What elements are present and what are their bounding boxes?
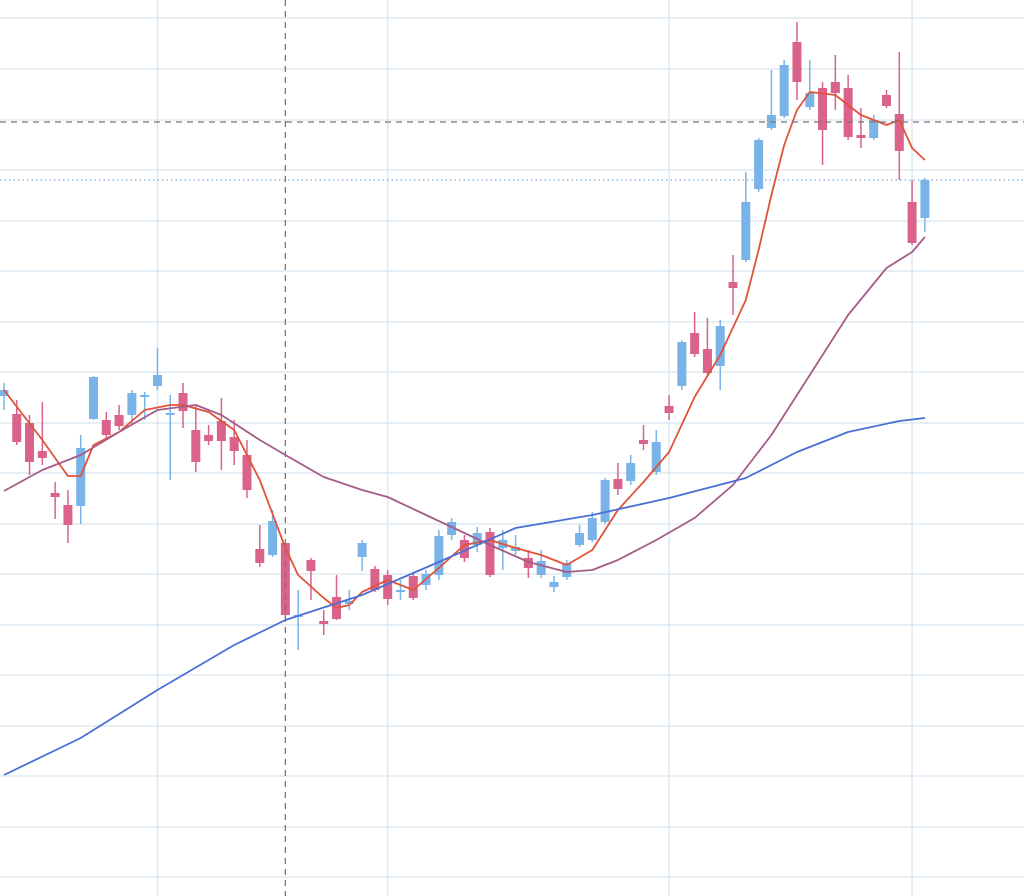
candle-body <box>626 463 636 481</box>
candle-body <box>114 415 124 426</box>
candle-body <box>907 202 917 243</box>
candle-body <box>268 521 278 555</box>
moving-average-line <box>3 417 926 776</box>
candle-body <box>523 558 533 568</box>
candle-body <box>152 375 162 386</box>
candle-body <box>204 435 214 441</box>
candle-body <box>511 547 521 551</box>
candle-body <box>677 342 687 386</box>
candle-body <box>843 88 853 137</box>
candle-body <box>587 518 597 540</box>
candle-body <box>792 42 802 82</box>
candle-body <box>191 430 201 462</box>
candle-body <box>127 393 137 415</box>
candle-body <box>664 406 674 413</box>
moving-average-line <box>3 236 926 573</box>
candle-body <box>383 575 393 599</box>
candle-body <box>370 569 380 590</box>
candle-body <box>63 505 73 525</box>
candle-body <box>715 326 725 366</box>
moving-average-line <box>3 91 926 609</box>
candle-body <box>140 395 150 397</box>
candle-body <box>459 540 469 558</box>
candle-body <box>319 621 329 624</box>
candle-body <box>255 549 265 563</box>
candle-body <box>242 455 252 490</box>
candle-body <box>600 480 610 522</box>
candle-body <box>702 349 712 373</box>
candle-body <box>882 95 892 106</box>
candle-body <box>306 560 316 571</box>
candle-body <box>357 543 367 557</box>
candle-body <box>12 414 22 442</box>
candle-body <box>216 421 226 441</box>
candle-body <box>818 88 828 130</box>
candle-body <box>830 82 840 93</box>
candle-body <box>447 522 457 535</box>
candle-body <box>779 65 789 116</box>
candle-body <box>575 533 585 545</box>
candle-body <box>344 601 354 604</box>
candle-body <box>920 180 930 218</box>
candle-body <box>856 135 866 138</box>
candle-body <box>408 576 418 598</box>
candle-body <box>101 420 111 435</box>
candle-body <box>50 493 60 497</box>
candle-body <box>562 563 572 577</box>
candle-body <box>754 140 764 189</box>
candle-body <box>485 532 495 575</box>
candle-body <box>536 561 546 575</box>
candle-body <box>0 390 9 396</box>
candle-body <box>88 377 98 419</box>
candle-body <box>741 202 751 260</box>
candle-body <box>37 451 47 458</box>
candle-body <box>869 120 879 138</box>
candle-body <box>280 543 290 615</box>
candle-body <box>805 93 815 107</box>
candle-body <box>549 582 559 587</box>
candle-body <box>613 479 623 489</box>
candle-body <box>651 442 661 472</box>
candle-body <box>690 333 700 354</box>
candle-body <box>76 448 86 506</box>
candle-body <box>178 393 188 411</box>
candle-body <box>229 437 239 451</box>
candle-body <box>434 536 444 575</box>
candle-body <box>728 282 738 288</box>
candle-body <box>894 114 904 151</box>
candle-body <box>25 423 35 462</box>
candle-body <box>165 413 175 415</box>
candle-body <box>395 590 405 592</box>
candle-body <box>638 440 648 444</box>
